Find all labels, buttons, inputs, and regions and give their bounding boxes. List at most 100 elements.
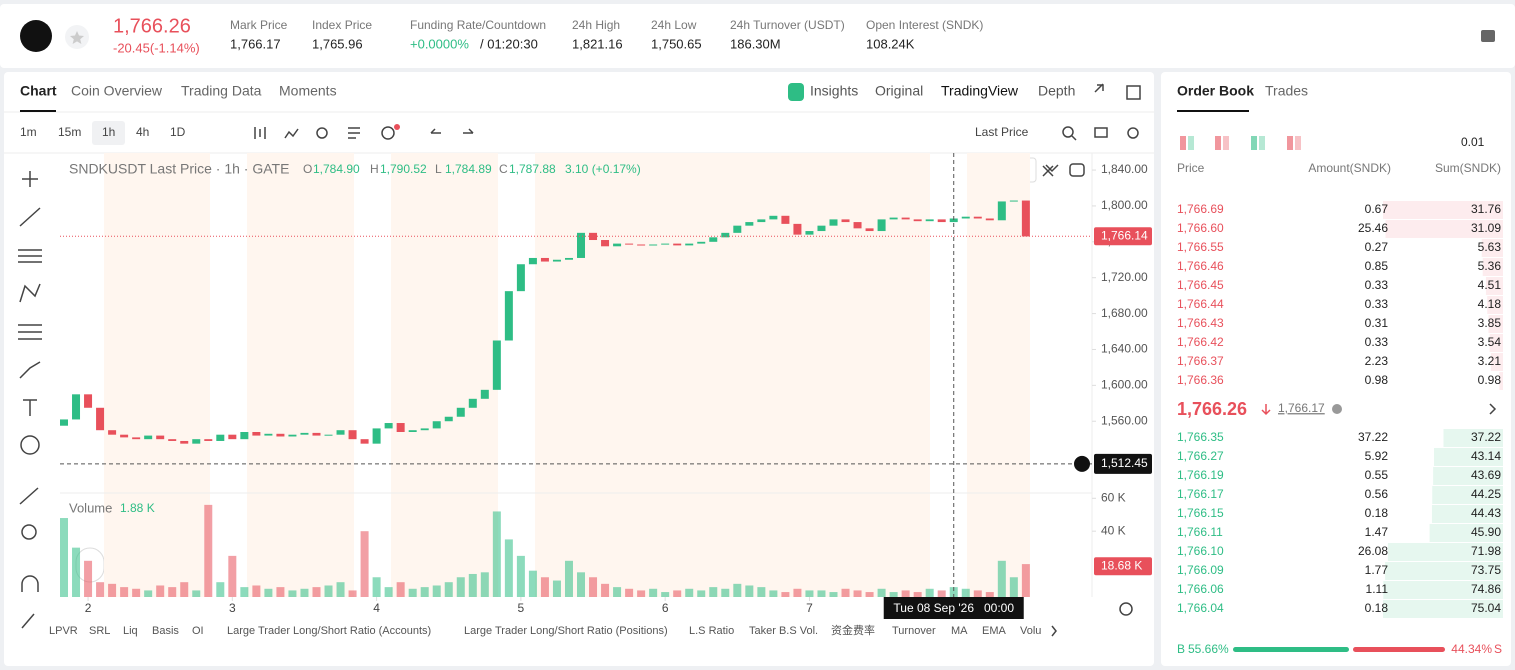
indicator[interactable]: Taker B.S Vol. [749,625,818,637]
ob-last: 1,766.26 [1177,399,1247,419]
candle [841,219,850,223]
indicator[interactable]: EMA [982,625,1007,637]
indicator[interactable]: Liq [123,625,138,637]
volume-bar [264,588,273,597]
candle [204,439,213,441]
candle [228,434,237,440]
volume-bar [192,590,201,597]
ob-layout-icon[interactable] [1251,136,1257,150]
volume-bar [132,588,141,597]
candle [84,394,93,408]
stat-label: 24h High [572,18,620,32]
icon[interactable] [1481,30,1495,42]
candle [264,433,273,436]
volume-bar [252,585,261,597]
interval[interactable]: 15m [58,125,81,139]
view-tab[interactable]: Insights [810,83,858,99]
ob-price: 1,766.43 [1177,316,1224,330]
interval[interactable]: 1D [170,125,186,139]
indicator[interactable]: L.S Ratio [689,625,734,637]
ob-layout-icon[interactable] [1180,136,1186,150]
volume-bar [468,573,477,597]
down-arrow [1261,404,1271,416]
volume-bar [108,583,117,597]
candle [324,434,333,436]
last-volume-label: 18.68 K [1101,558,1142,572]
volume-bar [408,588,417,597]
ob-price: 1,766.69 [1177,202,1224,216]
candle [865,228,874,232]
candle [336,430,345,435]
indicator[interactable]: Volu [1020,625,1041,637]
candle [889,217,898,220]
indicator[interactable]: Turnover [892,625,936,637]
depth-bar [1487,296,1503,314]
interval[interactable]: 4h [136,125,149,139]
volume-title: Volume [69,500,112,515]
candle [516,264,525,292]
candle [240,431,249,440]
candle [1021,200,1030,237]
volume-bar [973,590,982,597]
candle [456,407,465,417]
candle [312,432,321,436]
session-band [391,153,498,597]
price-type[interactable]: Last Price [975,125,1029,139]
depth-bar [1488,315,1503,333]
indicator[interactable]: Basis [152,625,179,637]
ob-step[interactable]: 0.01 [1461,135,1485,149]
ob-layout-icon[interactable] [1287,136,1293,150]
candle [156,435,165,440]
tab[interactable]: Moments [279,83,337,99]
volume-bar [168,587,177,597]
candle [192,439,201,444]
ob-amount: 0.27 [1365,240,1389,254]
volume-bar [564,560,573,597]
candle [168,439,177,441]
x-tick-label: 2 [85,601,92,615]
volume-bar [60,518,68,597]
indicator[interactable]: Large Trader Long/Short Ratio (Accounts) [227,625,431,637]
coin-logo [20,20,52,52]
view-tab[interactable]: Original [875,83,923,99]
candle [1009,200,1018,202]
stat-label: Index Price [312,18,372,32]
y-tick-label: 1,800.00 [1101,198,1148,212]
volume-bar [240,587,249,597]
indicator[interactable]: MA [951,625,968,637]
legend-key: L [435,162,442,176]
volume-value: 1.88 K [120,501,155,515]
candle [252,431,261,436]
ob-price: 1,766.27 [1177,449,1224,463]
stat-value: 108.24K [866,36,915,51]
indicator[interactable]: 资金费率 [831,623,875,637]
interval[interactable]: 1m [20,125,37,139]
tab[interactable]: Coin Overview [71,83,163,99]
indicator[interactable]: LPVR [49,625,78,637]
candle [793,223,802,235]
candle [72,394,81,420]
tab[interactable]: Trading Data [181,83,262,99]
view-tab[interactable]: Depth [1038,83,1075,99]
indicator[interactable]: Large Trader Long/Short Ratio (Positions… [464,625,668,637]
ob-tab[interactable]: Order Book [1177,83,1254,99]
ob-tab[interactable]: Trades [1265,83,1308,99]
candle [805,231,814,235]
candle [384,423,393,429]
last-price-tag [1094,227,1152,246]
depth-bar [1433,467,1503,485]
ob-price: 1,766.45 [1177,278,1224,292]
stat-label: Open Interest (SNDK) [866,18,983,32]
interval[interactable]: 1h [102,125,115,139]
ob-price: 1,766.46 [1177,259,1224,273]
header-panel [0,4,1515,68]
ob-layout-icon[interactable] [1215,136,1221,150]
volume-bar [625,588,634,597]
volume-bar [456,577,465,597]
tab[interactable]: Chart [20,83,57,99]
indicator[interactable]: OI [192,625,204,637]
indicator[interactable]: SRL [89,625,110,637]
candle [468,398,477,408]
view-tab[interactable]: TradingView [941,83,1019,99]
session-band [967,153,1030,597]
